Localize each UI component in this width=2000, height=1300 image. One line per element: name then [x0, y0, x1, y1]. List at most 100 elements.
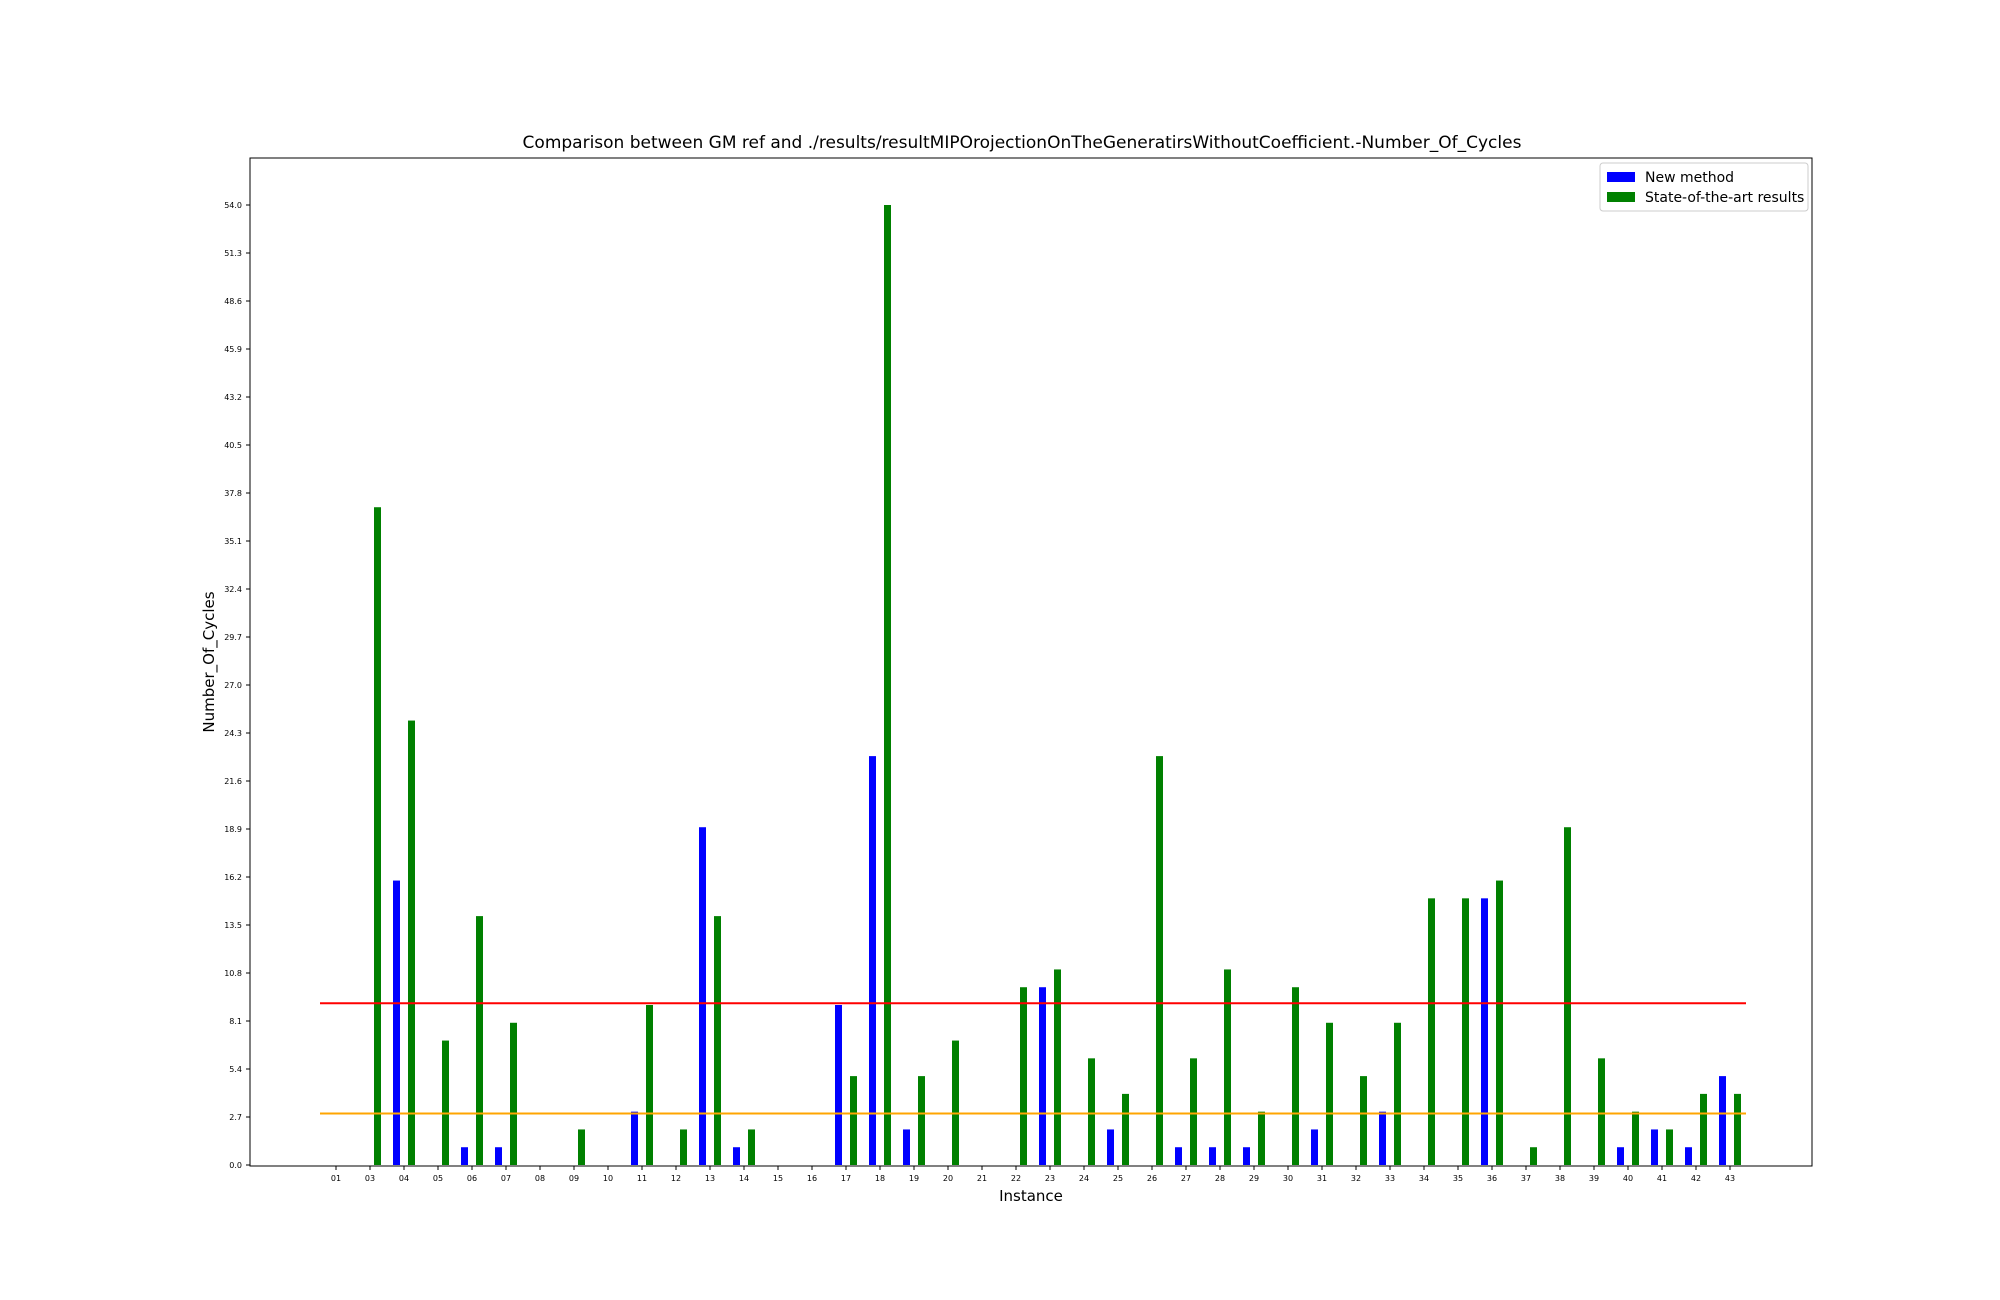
legend-box — [1599, 162, 1809, 212]
bar-new-method-06 — [461, 1147, 468, 1165]
bar-new-method-18 — [869, 756, 876, 1165]
bar-state-of-the-art-13 — [714, 916, 721, 1165]
bar-state-of-the-art-07 — [510, 1022, 517, 1165]
y-tick-label: 32.4 — [224, 585, 242, 594]
x-tick-label: 08 — [535, 1174, 545, 1183]
y-tick-label: 37.8 — [224, 489, 242, 498]
x-tick-label: 07 — [501, 1174, 511, 1183]
bar-state-of-the-art-24 — [1088, 1058, 1095, 1165]
bar-state-of-the-art-34 — [1428, 898, 1435, 1165]
x-tick-label: 28 — [1215, 1174, 1225, 1183]
y-tick-label: 54.0 — [224, 201, 242, 210]
x-tick-label: 31 — [1317, 1174, 1327, 1183]
bar-state-of-the-art-33 — [1394, 1022, 1401, 1165]
bar-new-method-25 — [1107, 1129, 1114, 1165]
bar-new-method-40 — [1617, 1147, 1624, 1165]
x-tick-label: 29 — [1249, 1174, 1259, 1183]
bar-state-of-the-art-18 — [884, 205, 891, 1165]
x-tick-label: 30 — [1283, 1174, 1293, 1183]
y-tick-label: 10.8 — [224, 969, 242, 978]
x-tick-label: 05 — [433, 1174, 443, 1183]
x-tick-label: 18 — [875, 1174, 885, 1183]
bar-new-method-14 — [733, 1147, 740, 1165]
x-tick-label: 10 — [603, 1174, 613, 1183]
bar-state-of-the-art-38 — [1564, 827, 1571, 1165]
bar-state-of-the-art-36 — [1496, 880, 1503, 1165]
bar-state-of-the-art-30 — [1292, 987, 1299, 1165]
bar-state-of-the-art-40 — [1632, 1111, 1639, 1165]
x-tick-label: 19 — [909, 1174, 919, 1183]
y-tick-label: 2.7 — [229, 1113, 242, 1122]
x-tick-label: 13 — [705, 1174, 715, 1183]
bar-state-of-the-art-43 — [1734, 1093, 1741, 1165]
chart-title: Comparison between GM ref and ./results/… — [523, 133, 1522, 153]
bar-new-method-11 — [631, 1111, 638, 1165]
bar-new-method-36 — [1481, 898, 1488, 1165]
bar-state-of-the-art-05 — [442, 1040, 449, 1165]
bar-state-of-the-art-32 — [1360, 1076, 1367, 1165]
bar-new-method-43 — [1719, 1076, 1726, 1165]
bar-new-method-31 — [1311, 1129, 1318, 1165]
y-tick-label: 45.9 — [224, 345, 242, 354]
x-tick-label: 04 — [399, 1174, 409, 1183]
bar-new-method-33 — [1379, 1111, 1386, 1165]
x-tick-label: 39 — [1589, 1174, 1599, 1183]
x-tick-label: 12 — [671, 1174, 681, 1183]
bar-new-method-13 — [699, 827, 706, 1165]
legend-swatch — [1607, 172, 1635, 182]
bar-state-of-the-art-19 — [918, 1076, 925, 1165]
y-tick-label: 48.6 — [224, 297, 242, 306]
y-tick-label: 29.7 — [224, 633, 242, 642]
y-tick-label: 0.0 — [229, 1161, 242, 1170]
y-tick-label: 21.6 — [224, 777, 242, 786]
bar-state-of-the-art-29 — [1258, 1111, 1265, 1165]
x-axis: 01 03 04 05 06 07 08 09 10 11 12 13 14 15 16 17 18 19 20 21… — [331, 1166, 1735, 1183]
bar-state-of-the-art-26 — [1156, 756, 1163, 1165]
legend-label: State-of-the-art results — [1645, 190, 1804, 206]
x-tick-label: 09 — [569, 1174, 579, 1183]
x-tick-label: 33 — [1385, 1174, 1395, 1183]
x-tick-label: 16 — [807, 1174, 817, 1183]
y-tick-label: 18.9 — [224, 825, 242, 834]
plot-area — [249, 157, 1813, 1167]
y-tick-label: 13.5 — [224, 921, 242, 930]
y-tick-label: 27.0 — [224, 681, 242, 690]
bar-state-of-the-art-12 — [680, 1129, 687, 1165]
x-axis-label: Instance — [999, 1187, 1063, 1205]
bar-state-of-the-art-11 — [646, 1005, 653, 1165]
x-tick-label: 34 — [1419, 1174, 1429, 1183]
reference-lines — [320, 1002, 1746, 1115]
x-tick-label: 36 — [1487, 1174, 1497, 1183]
x-tick-label: 11 — [637, 1174, 647, 1183]
y-tick-label: 40.5 — [224, 441, 242, 450]
x-tick-label: 20 — [943, 1174, 953, 1183]
x-tick-label: 38 — [1555, 1174, 1565, 1183]
legend: New method State-of-the-art results — [1599, 162, 1809, 212]
bar-new-method-29 — [1243, 1147, 1250, 1165]
x-tick-label: 14 — [739, 1174, 749, 1183]
legend-label: New method — [1645, 170, 1734, 186]
y-tick-label: 24.3 — [224, 729, 242, 738]
y-axis-label: Number_Of_Cycles — [200, 591, 219, 732]
bar-state-of-the-art-09 — [578, 1129, 585, 1165]
bar-new-method-27 — [1175, 1147, 1182, 1165]
x-tick-label: 37 — [1521, 1174, 1531, 1183]
bar-state-of-the-art-37 — [1530, 1147, 1537, 1165]
bar-state-of-the-art-23 — [1054, 969, 1061, 1165]
x-tick-label: 23 — [1045, 1174, 1055, 1183]
y-axis: 0.0 2.7 5.4 8.1 10.8 13.5 16.2 18.9 21.6 24.3 27.0… — [224, 201, 250, 1170]
x-tick-label: 21 — [977, 1174, 987, 1183]
bar-state-of-the-art-22 — [1020, 987, 1027, 1165]
y-tick-label: 51.3 — [224, 249, 242, 258]
bar-new-method-23 — [1039, 987, 1046, 1165]
x-tick-label: 22 — [1011, 1174, 1021, 1183]
bar-new-method-42 — [1685, 1147, 1692, 1165]
bar-state-of-the-art-31 — [1326, 1022, 1333, 1165]
x-tick-label: 06 — [467, 1174, 477, 1183]
bar-state-of-the-art-20 — [952, 1040, 959, 1165]
x-tick-label: 15 — [773, 1174, 783, 1183]
x-tick-label: 40 — [1623, 1174, 1633, 1183]
bar-new-method-17 — [835, 1005, 842, 1165]
x-tick-label: 41 — [1657, 1174, 1667, 1183]
